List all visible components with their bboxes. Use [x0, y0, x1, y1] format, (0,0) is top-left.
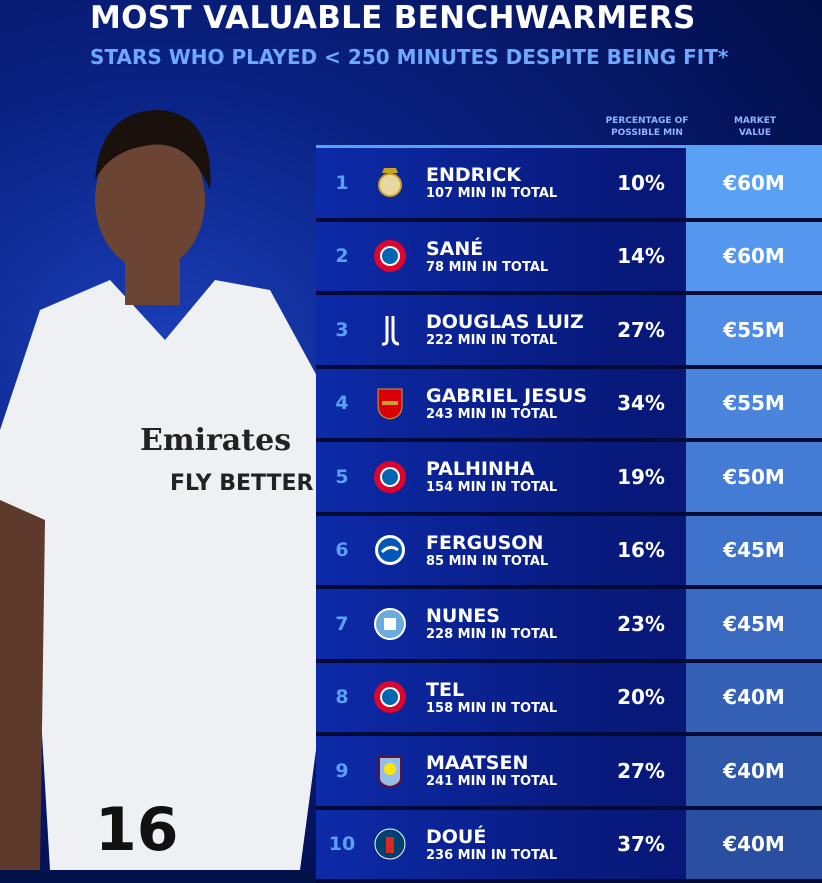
player-name: DOUÉ — [426, 826, 596, 848]
player-photo: Emirates FLY BETTER 16 — [0, 100, 330, 870]
player-name: NUNES — [426, 605, 596, 627]
svg-text:Emirates: Emirates — [140, 423, 291, 458]
percentage-value: 19% — [596, 465, 686, 489]
market-value: €40M — [686, 663, 822, 733]
page-subtitle: STARS WHO PLAYED < 250 MINUTES DESPITE B… — [90, 45, 728, 69]
player-name: TEL — [426, 679, 596, 701]
brighton-crest-icon — [368, 533, 412, 567]
minutes-played: 236 MIN IN TOTAL — [426, 848, 596, 863]
table-row: 2 SANÉ 78 MIN IN TOTAL 14% €60M — [316, 222, 822, 296]
minutes-played: 154 MIN IN TOTAL — [426, 480, 596, 495]
table-row: 9 MAATSEN 241 MIN IN TOTAL 27% €40M — [316, 736, 822, 810]
percentage-value: 37% — [596, 832, 686, 856]
rank: 1 — [316, 172, 368, 194]
rank: 4 — [316, 392, 368, 414]
svg-text:FLY BETTER: FLY BETTER — [170, 471, 314, 496]
market-value: €40M — [686, 810, 822, 880]
percentage-value: 16% — [596, 538, 686, 562]
player-name: ENDRICK — [426, 164, 596, 186]
percentage-value: 10% — [596, 171, 686, 195]
percentage-value: 27% — [596, 759, 686, 783]
rank: 6 — [316, 539, 368, 561]
market-value: €40M — [686, 736, 822, 806]
real-madrid-crest-icon — [368, 166, 412, 200]
minutes-played: 228 MIN IN TOTAL — [426, 627, 596, 642]
percentage-value: 14% — [596, 244, 686, 268]
player-name: FERGUSON — [426, 532, 596, 554]
market-value: €60M — [686, 222, 822, 292]
table-row: 1 ENDRICK 107 MIN IN TOTAL 10% €60M — [316, 148, 822, 222]
market-value: €50M — [686, 442, 822, 512]
page-title: MOST VALUABLE BENCHWARMERS — [90, 0, 696, 36]
percentage-value: 23% — [596, 612, 686, 636]
bayern-crest-icon — [368, 680, 412, 714]
table-row: 8 TEL 158 MIN IN TOTAL 20% €40M — [316, 663, 822, 737]
minutes-played: 222 MIN IN TOTAL — [426, 333, 596, 348]
rank: 9 — [316, 760, 368, 782]
minutes-played: 158 MIN IN TOTAL — [426, 701, 596, 716]
player-name: SANÉ — [426, 238, 596, 260]
percentage-value: 34% — [596, 391, 686, 415]
market-value: €55M — [686, 369, 822, 439]
arsenal-crest-icon — [368, 386, 412, 420]
aston-villa-crest-icon — [368, 754, 412, 788]
bayern-crest-icon — [368, 239, 412, 273]
minutes-played: 241 MIN IN TOTAL — [426, 774, 596, 789]
rank: 3 — [316, 319, 368, 341]
minutes-played: 78 MIN IN TOTAL — [426, 260, 596, 275]
rank: 10 — [316, 833, 368, 855]
minutes-played: 107 MIN IN TOTAL — [426, 186, 596, 201]
rank: 8 — [316, 686, 368, 708]
rank: 2 — [316, 245, 368, 267]
table-row: 4 GABRIEL JESUS 243 MIN IN TOTAL 34% €55… — [316, 369, 822, 443]
table-row: 7 NUNES 228 MIN IN TOTAL 23% €45M — [316, 589, 822, 663]
svg-text:16: 16 — [95, 795, 179, 865]
minutes-played: 85 MIN IN TOTAL — [426, 554, 596, 569]
header-market-value: MARKET VALUE — [720, 115, 790, 139]
header-percentage: PERCENTAGE OF POSSIBLE MIN — [600, 115, 694, 139]
bayern-crest-icon — [368, 460, 412, 494]
table-row: 3 DOUGLAS LUIZ 222 MIN IN TOTAL 27% €55M — [316, 295, 822, 369]
market-value: €55M — [686, 295, 822, 365]
market-value: €60M — [686, 148, 822, 218]
percentage-value: 20% — [596, 685, 686, 709]
juventus-crest-icon — [368, 313, 412, 347]
table-row: 5 PALHINHA 154 MIN IN TOTAL 19% €50M — [316, 442, 822, 516]
man-city-crest-icon — [368, 607, 412, 641]
player-name: MAATSEN — [426, 752, 596, 774]
rank: 5 — [316, 466, 368, 488]
player-name: DOUGLAS LUIZ — [426, 311, 596, 333]
percentage-value: 27% — [596, 318, 686, 342]
market-value: €45M — [686, 516, 822, 586]
market-value: €45M — [686, 589, 822, 659]
psg-crest-icon — [368, 827, 412, 861]
player-name: PALHINHA — [426, 458, 596, 480]
table-row: 10 DOUÉ 236 MIN IN TOTAL 37% €40M — [316, 810, 822, 883]
player-name: GABRIEL JESUS — [426, 385, 596, 407]
rank: 7 — [316, 613, 368, 635]
minutes-played: 243 MIN IN TOTAL — [426, 407, 596, 422]
table-row: 6 FERGUSON 85 MIN IN TOTAL 16% €45M — [316, 516, 822, 590]
